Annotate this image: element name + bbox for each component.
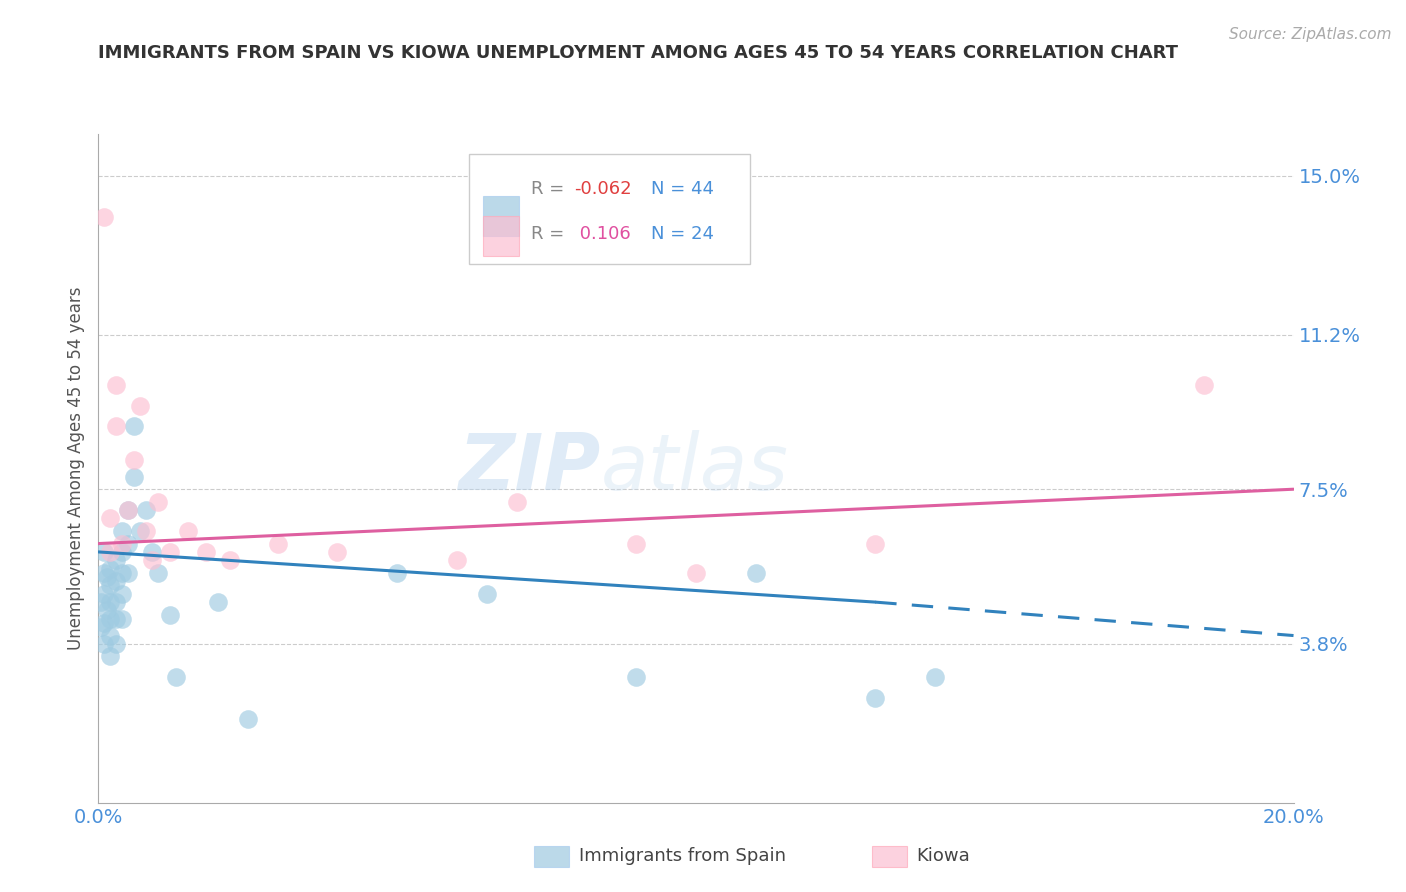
Point [148,495,170,509]
Point [129,399,152,413]
Point [219,553,242,567]
Point [148,566,170,580]
Text: -0.062: -0.062 [574,179,631,198]
Point [685,566,707,580]
Point [159,545,181,559]
Text: R =: R = [531,179,569,198]
Point [624,670,647,684]
Text: 0.106: 0.106 [574,225,631,244]
Point [385,566,409,580]
Point [93,615,115,630]
Point [105,574,128,589]
Text: atlas: atlas [600,430,789,507]
Point [111,536,134,550]
Point [117,536,139,550]
Point [111,545,134,559]
Point [93,211,115,225]
Text: Source: ZipAtlas.com: Source: ZipAtlas.com [1229,27,1392,42]
Point [98,595,122,609]
Point [96,603,118,617]
Point [135,524,157,538]
Point [194,545,218,559]
Point [105,612,128,626]
Point [98,511,122,525]
FancyBboxPatch shape [470,154,749,264]
Point [111,612,134,626]
Point [111,524,134,538]
Y-axis label: Unemployment Among Ages 45 to 54 years: Unemployment Among Ages 45 to 54 years [66,286,84,650]
Point [1192,377,1215,392]
Point [124,469,146,483]
Point [124,453,146,467]
Point [105,377,128,392]
Point [924,670,946,684]
Point [124,419,146,434]
Point [98,628,122,642]
FancyBboxPatch shape [484,195,519,235]
Text: N = 24: N = 24 [651,225,714,244]
Point [117,503,139,517]
Point [105,637,128,651]
Point [141,545,163,559]
Text: R =: R = [531,225,569,244]
Point [98,649,122,664]
Point [135,503,157,517]
Point [865,536,887,550]
Point [93,545,115,559]
Point [93,587,115,601]
Point [267,536,290,550]
Text: Kiowa: Kiowa [917,847,970,865]
Text: Immigrants from Spain: Immigrants from Spain [579,847,786,865]
Point [159,607,181,622]
Point [129,524,152,538]
Point [207,595,229,609]
Point [90,595,112,609]
Point [236,712,259,726]
Point [93,637,115,651]
Point [177,524,200,538]
Point [98,612,122,626]
Point [165,670,187,684]
Text: N = 44: N = 44 [651,179,714,198]
Point [117,503,139,517]
Point [90,620,112,634]
Point [98,545,122,559]
Point [98,578,122,592]
Point [111,566,134,580]
Point [105,595,128,609]
Point [475,587,498,601]
Point [111,587,134,601]
Point [105,419,128,434]
FancyBboxPatch shape [484,216,519,256]
Point [96,570,118,584]
Point [141,553,163,567]
Point [506,495,529,509]
Point [745,566,768,580]
Point [624,536,647,550]
Point [98,562,122,576]
Point [93,566,115,580]
Point [105,553,128,567]
Text: IMMIGRANTS FROM SPAIN VS KIOWA UNEMPLOYMENT AMONG AGES 45 TO 54 YEARS CORRELATIO: IMMIGRANTS FROM SPAIN VS KIOWA UNEMPLOYM… [98,45,1178,62]
Point [117,566,139,580]
Point [865,691,887,706]
Point [446,553,468,567]
Text: ZIP: ZIP [458,430,600,507]
Point [326,545,349,559]
